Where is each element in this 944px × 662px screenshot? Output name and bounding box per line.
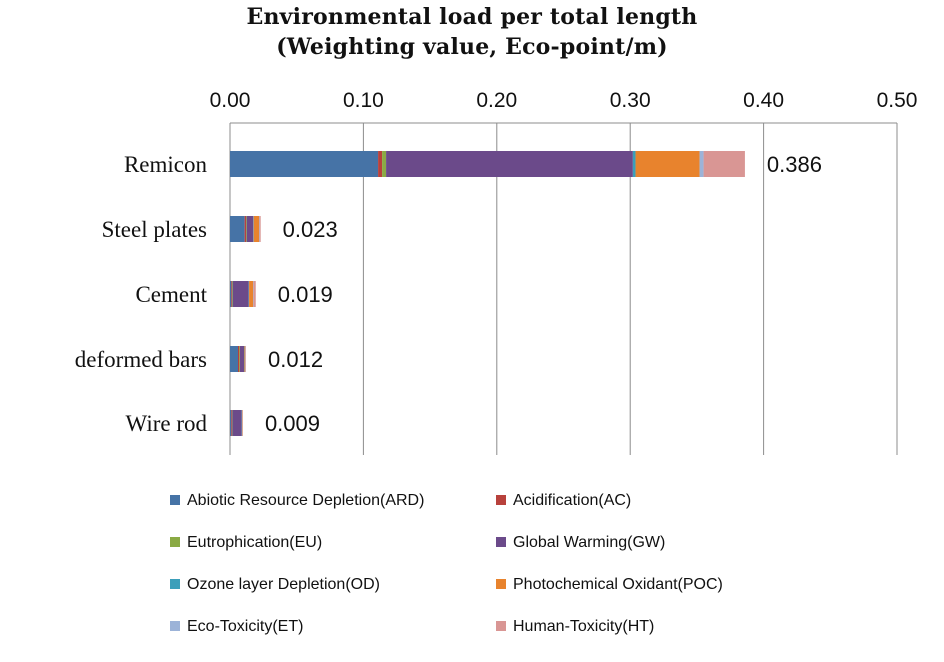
x-tick-label: 0.50	[877, 89, 918, 112]
bar-segment	[232, 281, 233, 307]
bar-segment	[253, 216, 260, 242]
chart-title-line-1: Environmental load per total length	[246, 4, 698, 30]
bars	[230, 151, 745, 436]
total-value-label: 0.009	[265, 411, 320, 436]
legend-label: Ozone layer Depletion(OD)	[187, 576, 380, 593]
bar-segment	[244, 346, 246, 372]
legend-swatch	[496, 495, 506, 505]
total-value-label: 0.386	[767, 152, 822, 177]
x-tick-label: 0.40	[743, 89, 784, 112]
bar-segment	[249, 281, 254, 307]
total-value-label: 0.019	[278, 282, 333, 307]
legend-swatch	[170, 537, 180, 547]
legend: Abiotic Resource Depletion(ARD) Acidifica…	[170, 492, 723, 635]
bar-segment	[240, 346, 245, 372]
category-label: Cement	[135, 282, 207, 307]
category-label: deformed bars	[75, 347, 207, 372]
bar-segment	[699, 151, 704, 177]
legend-swatch	[170, 495, 180, 505]
bar-segment	[231, 410, 233, 436]
category-label: Steel plates	[102, 217, 207, 242]
bar-segment	[230, 346, 239, 372]
legend-swatch	[496, 621, 506, 631]
bar-segment	[246, 216, 247, 242]
bar-segment	[703, 151, 745, 177]
bar-segment	[230, 151, 379, 177]
bar-segment	[259, 216, 261, 242]
bar-segment	[244, 216, 247, 242]
x-axis: 0.00 0.10 0.20 0.30 0.40 0.50	[210, 89, 918, 124]
legend-swatch	[170, 579, 180, 589]
bar-segment	[632, 151, 636, 177]
legend-swatch	[496, 537, 506, 547]
category-labels: Remicon Steel plates Cement deformed bars Wi…	[75, 152, 208, 436]
bar-segment	[231, 281, 233, 307]
legend-swatch	[170, 621, 180, 631]
bar-segment	[232, 410, 242, 436]
total-labels: 0.386 0.023 0.019 0.012 0.009	[265, 152, 822, 436]
bar-segment	[382, 151, 387, 177]
bar-segment	[246, 216, 254, 242]
bar-segment	[230, 281, 232, 307]
category-label: Remicon	[124, 152, 208, 177]
legend-label: Eco-Toxicity(ET)	[187, 618, 303, 635]
x-tick-label: 0.20	[476, 89, 517, 112]
bar-segment	[239, 346, 241, 372]
legend-label: Global Warming(GW)	[513, 534, 665, 551]
bar-segment	[238, 346, 240, 372]
x-tick-label: 0.00	[210, 89, 251, 112]
legend-swatch	[496, 579, 506, 589]
legend-label: Acidification(AC)	[513, 492, 631, 509]
bar-segment	[378, 151, 383, 177]
chart-title-line-2: (Weighting value, Eco-point/m)	[276, 34, 668, 60]
bar-segment	[232, 281, 249, 307]
legend-label: Abiotic Resource Depletion(ARD)	[187, 492, 424, 509]
bar-segment	[253, 281, 256, 307]
bar-segment	[245, 346, 247, 372]
bar-segment	[230, 410, 232, 436]
x-tick-label: 0.10	[343, 89, 384, 112]
total-value-label: 0.012	[268, 347, 323, 372]
bar-segment	[230, 216, 245, 242]
legend-label: Eutrophication(EU)	[187, 534, 322, 551]
legend-label: Human-Toxicity(HT)	[513, 618, 654, 635]
x-tick-label: 0.30	[610, 89, 651, 112]
legend-label: Photochemical Oxidant(POC)	[513, 576, 723, 593]
total-value-label: 0.023	[283, 217, 338, 242]
category-label: Wire rod	[126, 411, 208, 436]
bar-segment	[635, 151, 700, 177]
bar-segment	[386, 151, 633, 177]
